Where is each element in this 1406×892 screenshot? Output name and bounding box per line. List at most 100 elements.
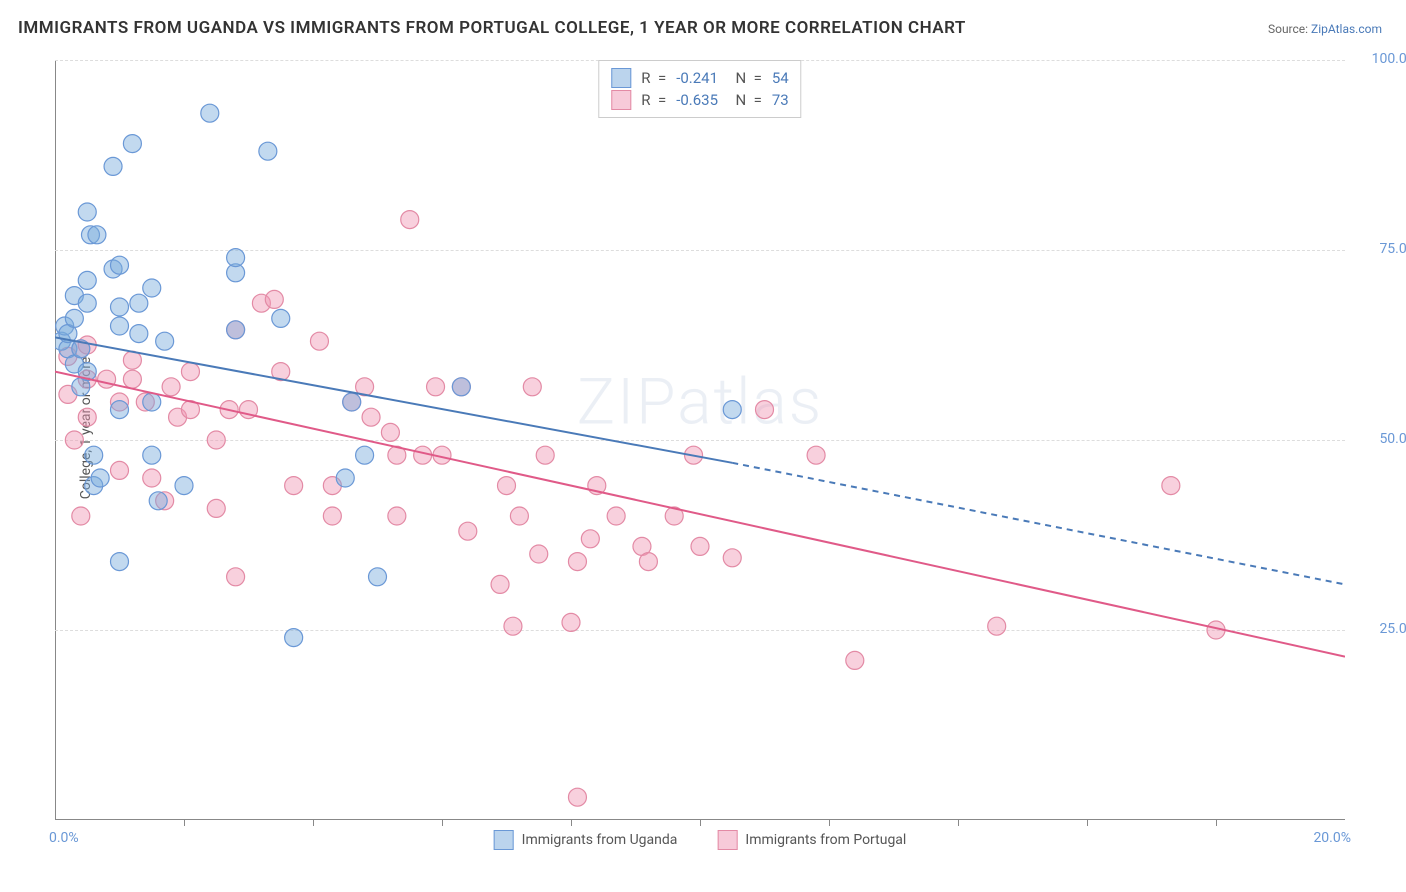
scatter-point [568,553,586,571]
chart-title: IMMIGRANTS FROM UGANDA VS IMMIGRANTS FRO… [18,18,966,38]
scatter-point [156,332,174,350]
x-tick-label: 20.0% [1313,830,1351,846]
scatter-point [498,477,516,495]
x-tick [313,820,314,826]
scatter-point [181,363,199,381]
x-tick [829,820,830,826]
scatter-point [807,446,825,464]
stat-label-n: N = [728,89,762,111]
scatter-point [427,378,445,396]
scatter-point [78,203,96,221]
scatter-point [130,294,148,312]
y-tick-label: 50.0% [1357,431,1406,447]
x-tick [958,820,959,826]
scatter-point [227,249,245,267]
scatter-point [356,446,374,464]
scatter-point [452,378,470,396]
scatter-point [639,553,657,571]
scatter-point [536,446,554,464]
chart-container: IMMIGRANTS FROM UGANDA VS IMMIGRANTS FRO… [0,0,1406,892]
scatter-point [459,522,477,540]
scatter-point [130,325,148,343]
scatter-svg [55,60,1345,820]
scatter-point [336,469,354,487]
x-tick [1087,820,1088,826]
scatter-point [265,290,283,308]
source-attribution: Source: ZipAtlas.com [1268,22,1382,36]
scatter-point [381,423,399,441]
scatter-point [88,226,106,244]
scatter-point [259,142,277,160]
bottom-legend: Immigrants from Uganda Immigrants from P… [494,830,907,850]
scatter-point [846,651,864,669]
source-prefix: Source: [1268,22,1311,36]
scatter-point [78,294,96,312]
scatter-point [111,256,129,274]
stats-legend-box: R = -0.241 N = 54 R = -0.635 N = 73 [598,60,801,118]
scatter-point [323,507,341,525]
scatter-point [285,477,303,495]
scatter-point [111,298,129,316]
scatter-point [111,461,129,479]
scatter-point [104,157,122,175]
scatter-point [207,499,225,517]
legend-swatch-pink [611,90,631,110]
scatter-point [401,211,419,229]
scatter-point [85,446,103,464]
scatter-point [227,568,245,586]
scatter-point [143,393,161,411]
x-tick-label: 0.0% [49,830,79,846]
scatter-point [523,378,541,396]
stat-r2: -0.635 [676,89,718,111]
scatter-point [207,431,225,449]
stat-r1: -0.241 [676,67,718,89]
legend-swatch-blue [611,68,631,88]
scatter-point [143,469,161,487]
stats-row-series1: R = -0.241 N = 54 [611,67,788,89]
stat-n2: 73 [772,89,789,111]
scatter-point [149,492,167,510]
legend-swatch-pink [717,830,737,850]
legend-item-uganda: Immigrants from Uganda [494,830,678,850]
scatter-point [756,401,774,419]
scatter-point [78,408,96,426]
stat-label-n: N = [728,67,762,89]
scatter-point [285,629,303,647]
scatter-point [581,530,599,548]
scatter-point [65,431,83,449]
scatter-point [111,401,129,419]
scatter-point [227,321,245,339]
scatter-point [568,788,586,806]
scatter-point [562,613,580,631]
scatter-point [91,469,109,487]
scatter-point [65,309,83,327]
scatter-point [362,408,380,426]
y-tick-label: 25.0% [1357,621,1406,637]
scatter-point [123,135,141,153]
legend-swatch-blue [494,830,514,850]
source-link[interactable]: ZipAtlas.com [1311,22,1382,36]
legend-label-uganda: Immigrants from Uganda [522,832,678,848]
scatter-point [162,378,180,396]
scatter-point [1162,477,1180,495]
stat-label-r: R = [641,67,666,89]
scatter-point [78,271,96,289]
scatter-point [272,309,290,327]
scatter-point [369,568,387,586]
scatter-point [491,575,509,593]
scatter-point [988,617,1006,635]
scatter-point [504,617,522,635]
stats-row-series2: R = -0.635 N = 73 [611,89,788,111]
scatter-point [143,279,161,297]
scatter-point [607,507,625,525]
y-tick-label: 100.0% [1357,51,1406,67]
x-tick [184,820,185,826]
scatter-point [510,507,528,525]
stat-label-r: R = [641,89,666,111]
regression-line [55,372,1345,657]
scatter-point [343,393,361,411]
legend-label-portugal: Immigrants from Portugal [745,832,906,848]
scatter-point [530,545,548,563]
scatter-point [143,446,161,464]
scatter-point [98,370,116,388]
